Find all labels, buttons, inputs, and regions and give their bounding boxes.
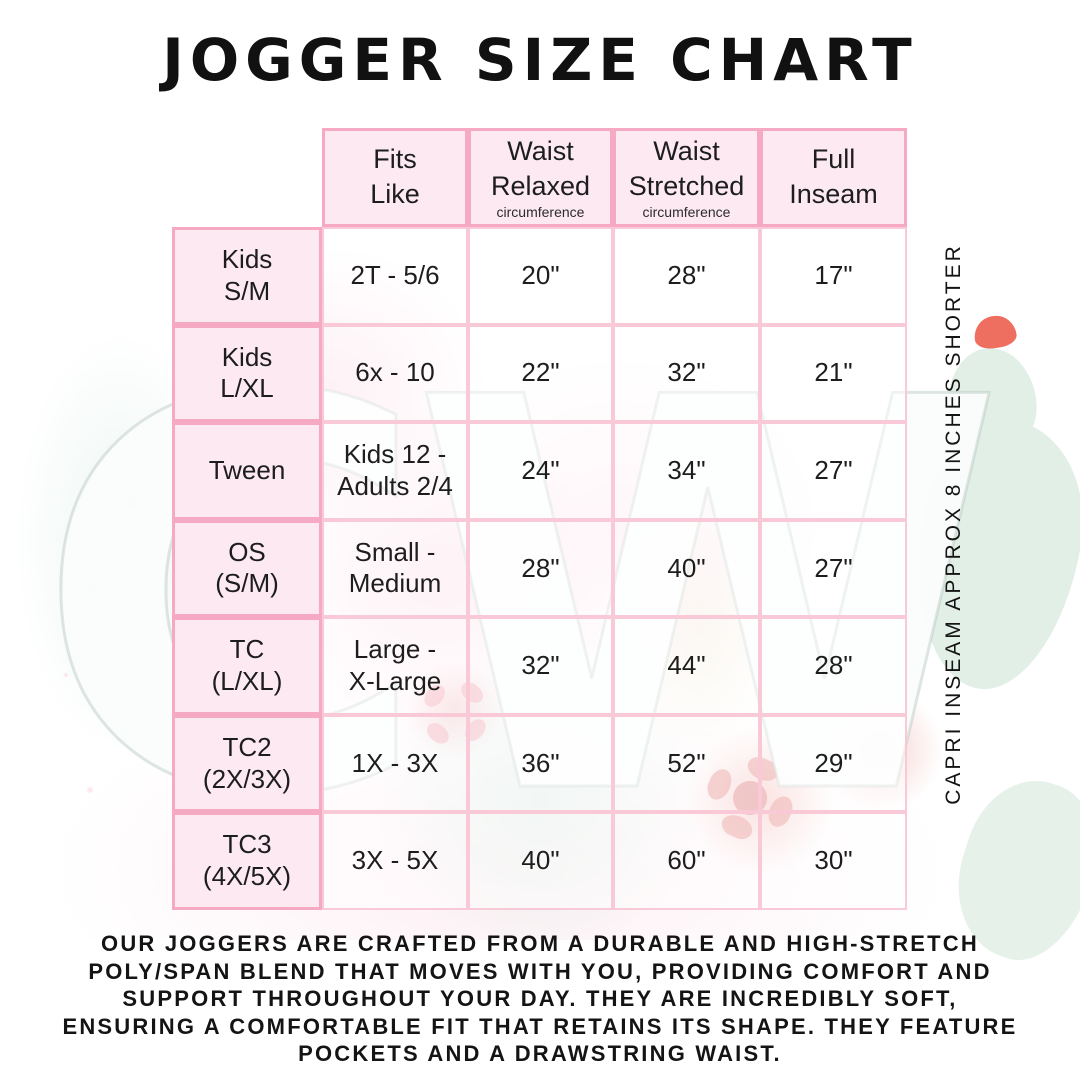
waist-stretched-cell: 60" (613, 812, 760, 910)
column-header-label: Waist Stretched (628, 136, 745, 202)
waist-relaxed-cell: 32" (468, 617, 613, 715)
waist-stretched-cell: 28" (613, 227, 760, 325)
fits-like-cell: Large - X-Large (322, 617, 468, 715)
column-header-subtext: circumference (496, 204, 585, 221)
fits-like-cell: 2T - 5/6 (322, 227, 468, 325)
waist-stretched-cell: 44" (613, 617, 760, 715)
full-inseam-cell: 17" (760, 227, 907, 325)
waist-relaxed-cell: 36" (468, 714, 613, 813)
description-line: OUR JOGGERS ARE CRAFTED FROM A DURABLE A… (101, 931, 979, 956)
column-header-label: Fits Like (370, 143, 420, 209)
waist-relaxed-cell: 20" (468, 227, 613, 325)
fits-like-cell: Kids 12 - Adults 2/4 (322, 422, 468, 520)
description-line: ENSURING A COMFORTABLE FIT THAT RETAINS … (62, 1013, 1018, 1039)
description-line: POCKETS AND A DRAWSTRING WAIST. (298, 1041, 782, 1066)
fits-like-cell: 3X - 5X (322, 812, 468, 910)
size-label-cell: OS (S/M) (172, 519, 322, 618)
column-header-subtext: circumference (642, 204, 731, 221)
size-label-cell: TC (L/XL) (172, 617, 322, 715)
column-header-label: Waist Relaxed (490, 136, 591, 202)
full-inseam-cell: 21" (760, 324, 907, 423)
description-line: SUPPORT THROUGHOUT YOUR DAY. THEY ARE IN… (122, 986, 958, 1011)
waist-relaxed-cell: 40" (468, 812, 613, 910)
size-table: Fits Like Waist Relaxed circumference Wa… (172, 128, 907, 910)
table-corner-spacer (172, 128, 322, 227)
full-inseam-cell: 29" (760, 714, 907, 813)
full-inseam-cell: 28" (760, 617, 907, 715)
size-label-cell: TC2 (2X/3X) (172, 714, 322, 813)
column-header-waist-relaxed: Waist Relaxed circumference (468, 128, 613, 227)
cactus-illustration (895, 408, 1080, 702)
pink-speckles-decoration (0, 460, 180, 880)
fits-like-cell: Small - Medium (322, 519, 468, 618)
waist-stretched-cell: 40" (613, 519, 760, 618)
full-inseam-cell: 27" (760, 519, 907, 618)
size-label-cell: Kids L/XL (172, 324, 322, 423)
page-title: JOGGER SIZE CHART (162, 26, 918, 94)
product-description: OUR JOGGERS ARE CRAFTED FROM A DURABLE A… (40, 930, 1040, 1068)
full-inseam-cell: 30" (760, 812, 907, 910)
size-label-cell: Kids S/M (172, 227, 322, 325)
cactus-flower-illustration (971, 313, 1019, 351)
fits-like-cell: 1X - 3X (322, 714, 468, 813)
size-label-cell: Tween (172, 422, 322, 520)
column-header-label: Full Inseam (789, 143, 878, 209)
column-header-waist-stretched: Waist Stretched circumference (613, 128, 760, 227)
full-inseam-cell: 27" (760, 422, 907, 520)
waist-relaxed-cell: 22" (468, 324, 613, 423)
waist-stretched-cell: 52" (613, 714, 760, 813)
size-label-cell: TC3 (4X/5X) (172, 812, 322, 910)
column-header-fits-like: Fits Like (322, 128, 468, 227)
waist-relaxed-cell: 28" (468, 519, 613, 618)
fits-like-cell: 6x - 10 (322, 324, 468, 423)
capri-inseam-note: CAPRI INSEAM APPROX 8 INCHES SHORTER (942, 243, 965, 805)
description-line: POLY/SPAN BLEND THAT MOVES WITH YOU, PRO… (88, 958, 992, 984)
waist-stretched-cell: 32" (613, 324, 760, 423)
waist-relaxed-cell: 24" (468, 422, 613, 520)
waist-stretched-cell: 34" (613, 422, 760, 520)
column-header-full-inseam: Full Inseam (760, 128, 907, 227)
